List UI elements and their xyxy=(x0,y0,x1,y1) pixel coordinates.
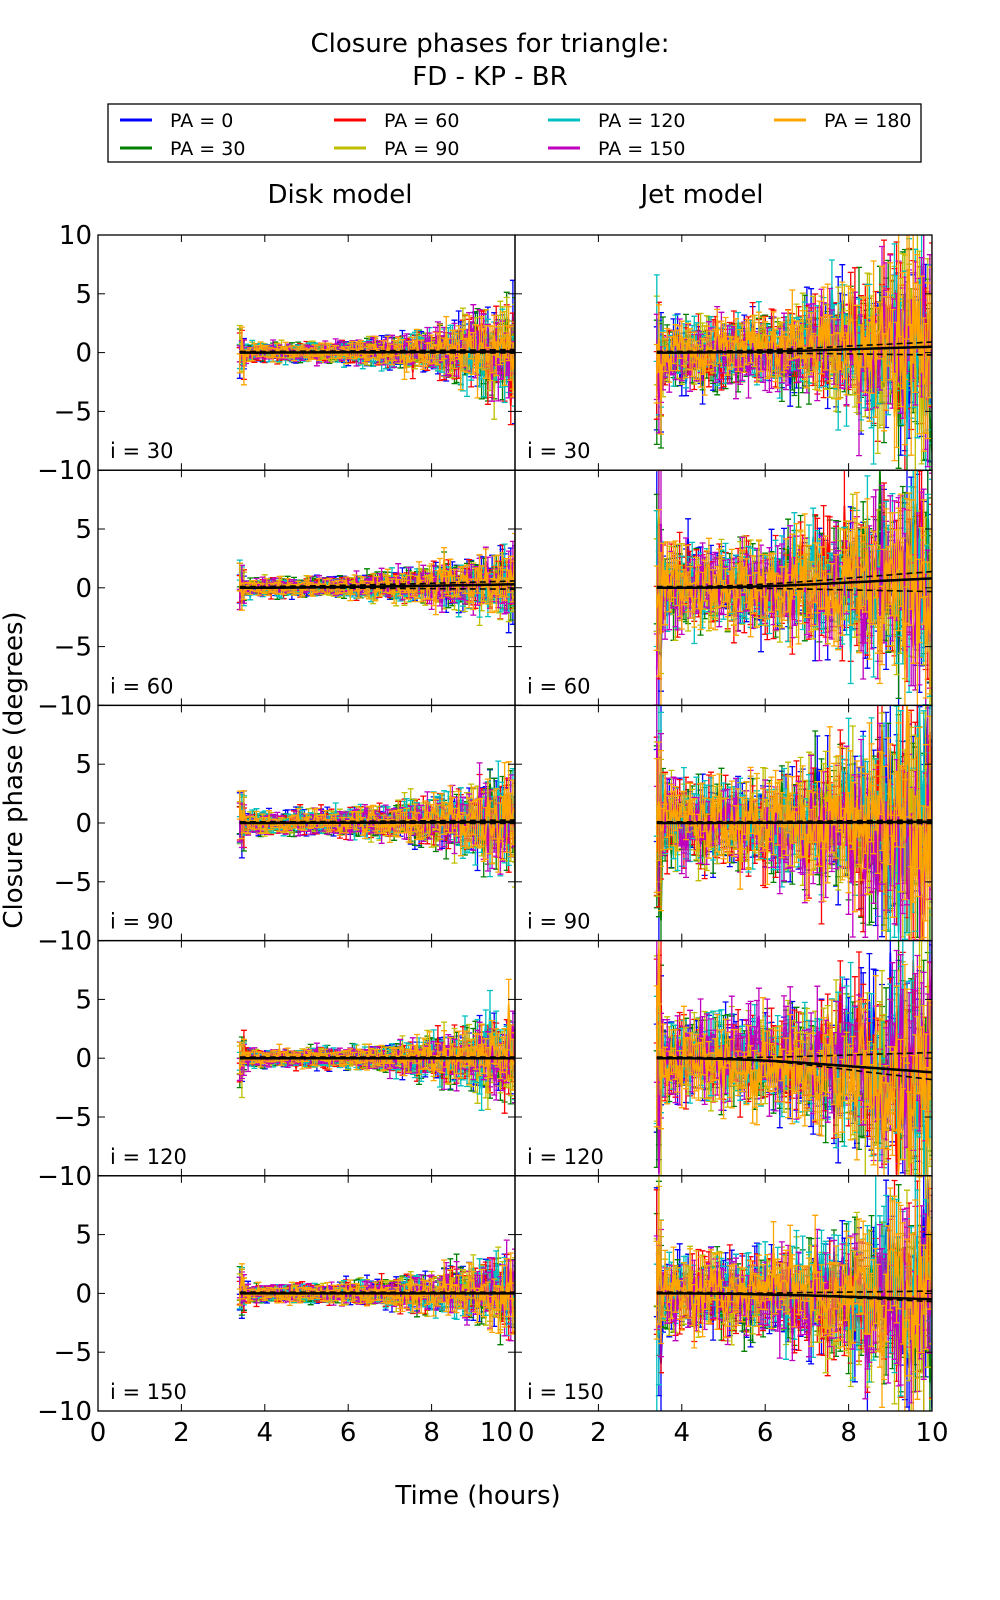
model-line-dashed xyxy=(239,580,515,588)
x-tick-label: 0 xyxy=(90,1418,107,1448)
series-line-pa-180 xyxy=(238,791,515,857)
y-tick-label: 0 xyxy=(75,339,92,369)
legend-label: PA = 60 xyxy=(384,110,459,132)
model-line xyxy=(656,345,932,354)
legend-label: PA = 0 xyxy=(170,110,233,132)
y-tick-label: −10 xyxy=(37,691,92,721)
model-line-dashed xyxy=(656,341,932,353)
x-tick-label: 2 xyxy=(173,1418,190,1448)
inclination-label: i = 150 xyxy=(110,1380,187,1404)
series-line-pa-180 xyxy=(655,948,932,1171)
x-tick-label: 6 xyxy=(757,1418,774,1448)
y-tick-label: 0 xyxy=(75,809,92,839)
y-tick-label: −10 xyxy=(37,927,92,957)
y-tick-label: −5 xyxy=(54,1338,92,1368)
inclination-label: i = 30 xyxy=(527,439,591,463)
legend-label: PA = 150 xyxy=(598,138,686,160)
y-tick-label: 5 xyxy=(75,985,92,1015)
panel-disk-4 xyxy=(236,1239,515,1346)
legend-label: PA = 90 xyxy=(384,138,459,160)
y-tick-label: −10 xyxy=(37,1397,92,1427)
x-tick-label: 0 xyxy=(518,1418,535,1448)
panel-jet-4 xyxy=(653,1175,932,1412)
inclination-label: i = 120 xyxy=(110,1145,187,1169)
model-line xyxy=(239,583,515,590)
y-tick-label: −5 xyxy=(54,633,92,663)
panel-jet-3 xyxy=(653,940,932,1176)
y-tick-label: −5 xyxy=(54,868,92,898)
inclination-label: i = 120 xyxy=(527,1145,604,1169)
panel-disk-0 xyxy=(236,279,515,426)
y-tick-label: 0 xyxy=(75,1044,92,1074)
inclination-label: i = 90 xyxy=(527,910,591,934)
column-title-jet: Jet model xyxy=(638,180,763,210)
x-tick-label: 4 xyxy=(674,1418,691,1448)
y-tick-label: −5 xyxy=(54,1103,92,1133)
x-tick-label: 6 xyxy=(340,1418,357,1448)
panel-disk-2 xyxy=(236,760,515,888)
inclination-label: i = 60 xyxy=(527,674,591,698)
model-line-dashed xyxy=(656,570,932,588)
inclination-label: i = 90 xyxy=(110,910,174,934)
chart-title-line2: FD - KP - BR xyxy=(412,62,567,92)
x-tick-label: 8 xyxy=(840,1418,857,1448)
x-tick-label: 4 xyxy=(257,1418,274,1448)
series-line-pa-180 xyxy=(655,268,932,418)
legend: PA = 0 PA = 30 PA = 60 PA = 90 PA = 120 PA = … xyxy=(107,103,922,163)
y-tick-label: −10 xyxy=(37,456,92,486)
panel-jet-0 xyxy=(653,235,932,471)
series-line-pa-180 xyxy=(655,1215,932,1378)
y-tick-label: −5 xyxy=(54,397,92,427)
y-tick-label: 5 xyxy=(75,1221,92,1251)
y-axis-label: Closure phase (degrees) xyxy=(0,611,29,928)
x-axis-label: Time (hours) xyxy=(394,1481,560,1511)
panel-disk-3 xyxy=(236,978,515,1114)
model-line xyxy=(239,820,515,825)
x-tick-label: 10 xyxy=(915,1418,948,1448)
x-tick-label: 10 xyxy=(480,1418,513,1448)
x-tick-label: 8 xyxy=(423,1418,440,1448)
y-tick-label: 0 xyxy=(75,1279,92,1309)
model-line xyxy=(656,1292,932,1301)
model-line xyxy=(656,820,932,825)
chart-title-line1: Closure phases for triangle: xyxy=(311,29,670,59)
x-tick-label: 2 xyxy=(590,1418,607,1448)
inclination-label: i = 150 xyxy=(527,1380,604,1404)
panel-disk-1 xyxy=(236,532,515,634)
series-line-pa-180 xyxy=(655,705,932,920)
series-line-pa-180 xyxy=(655,492,932,670)
panel-jet-1 xyxy=(653,470,932,706)
y-tick-label: 0 xyxy=(75,574,92,604)
legend-label: PA = 120 xyxy=(598,110,686,132)
y-tick-label: 5 xyxy=(75,280,92,310)
y-tick-label: 10 xyxy=(59,221,92,251)
legend-label: PA = 180 xyxy=(824,110,912,132)
y-tick-label: 5 xyxy=(75,750,92,780)
model-line xyxy=(656,577,932,590)
column-title-disk: Disk model xyxy=(267,180,412,210)
y-tick-label: 5 xyxy=(75,515,92,545)
model-line xyxy=(239,350,515,354)
panel-jet-2 xyxy=(653,705,932,941)
series-line-pa-180 xyxy=(238,331,515,375)
inclination-label: i = 30 xyxy=(110,439,174,463)
inclination-label: i = 60 xyxy=(110,674,174,698)
legend-label: PA = 30 xyxy=(170,138,245,160)
model-line xyxy=(656,1056,932,1074)
y-tick-label: −10 xyxy=(37,1162,92,1192)
